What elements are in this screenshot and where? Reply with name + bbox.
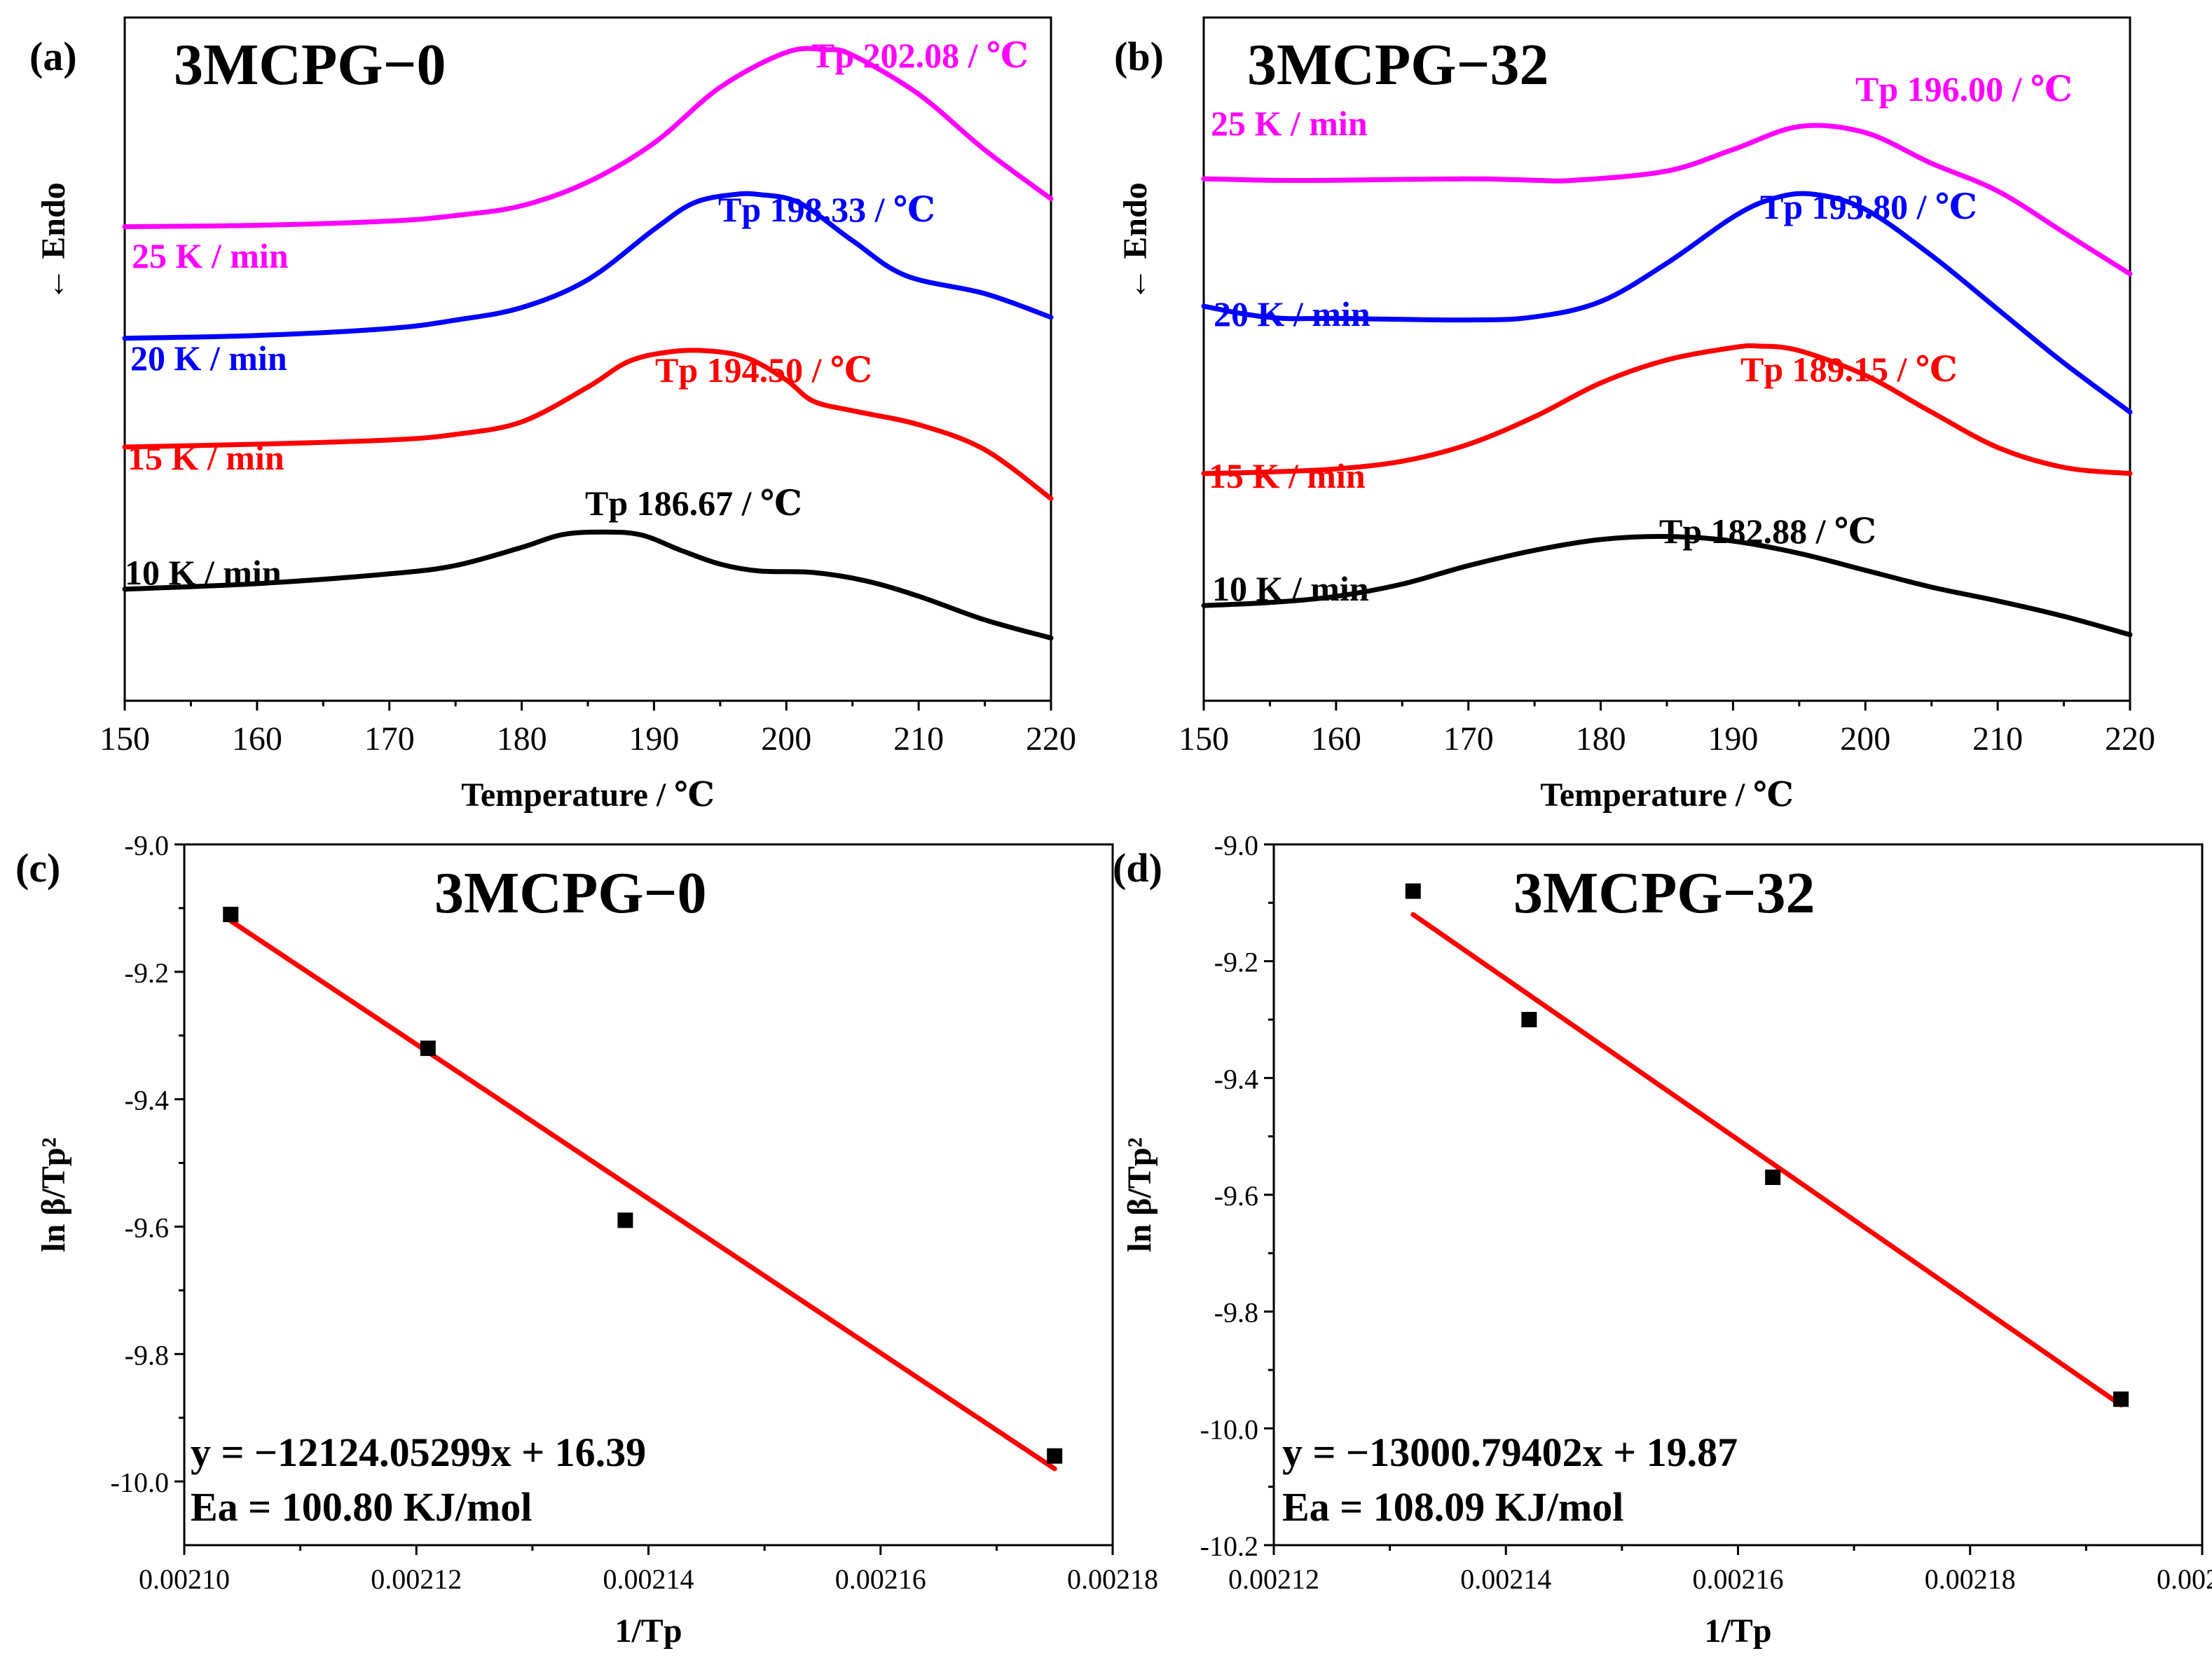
x-tick-label: 170	[364, 720, 415, 758]
y-tick-label: -9.2	[1214, 947, 1258, 978]
y-tick-label: -9.6	[1214, 1180, 1258, 1212]
chart-title: 3MCPG−0	[174, 32, 446, 97]
series-label: 20 K / min	[130, 338, 287, 378]
panel-label: (c)	[15, 845, 60, 891]
x-tick-label: 150	[1179, 720, 1229, 758]
peak-label: Tp 186.67 / ℃	[585, 484, 802, 523]
peak-label: Tp 182.88 / ℃	[1659, 512, 1876, 551]
x-tick-label: 0.00214	[603, 1563, 694, 1595]
series-label: 10 K / min	[125, 553, 282, 592]
panel-a: (a) 3MCPG−0 150 160 170 180 190 200 210 220 Temper…	[29, 16, 1076, 814]
x-tick-label: 0.00216	[835, 1563, 926, 1595]
y-tick-label: -9.8	[125, 1339, 169, 1371]
peak-label: Tp 194.50 / ℃	[655, 350, 872, 390]
x-tick-label: 200	[1840, 720, 1890, 758]
series-label: 25 K / min	[132, 236, 289, 275]
x-tick-label: 200	[761, 720, 811, 758]
peak-label: Tp 198.33 / ℃	[718, 190, 935, 229]
y-tick-label: -9.2	[125, 957, 169, 989]
x-tick-label: 0.00216	[1693, 1563, 1784, 1595]
x-tick-label: 0.00214	[1460, 1563, 1551, 1595]
series-line-15k	[1201, 343, 2133, 477]
x-tick-label: 210	[1972, 720, 2023, 758]
x-tick-label: 180	[497, 720, 547, 758]
series-line-20k	[122, 191, 1054, 341]
data-point	[223, 907, 239, 922]
chart-title: 3MCPG−32	[1513, 861, 1815, 926]
x-axis-label: Temperature / ℃	[1540, 776, 1793, 814]
x-tick-label: 170	[1443, 720, 1494, 758]
peak-label: Tp 202.08 / ℃	[811, 36, 1029, 75]
data-point	[1521, 1012, 1537, 1027]
y-tick-label: -9.6	[125, 1212, 169, 1243]
series-line-15k	[122, 348, 1054, 501]
x-tick-label: 220	[1026, 720, 1076, 758]
panel-d: (d) 3MCPG−32 0.00212 0.00214 0.00216 0.00218 0…	[1113, 830, 2212, 1650]
x-tick-label: 150	[99, 720, 150, 758]
series-label: 15 K / min	[1209, 456, 1366, 495]
y-tick-label: -9.4	[125, 1085, 169, 1116]
x-axis-label: 1/Tp	[614, 1612, 682, 1650]
x-tick-label: 0.00220	[2157, 1563, 2212, 1595]
x-tick-label: 180	[1576, 720, 1626, 758]
x-tick-label: 0.00218	[1925, 1563, 2016, 1595]
x-tick-label: 160	[232, 720, 282, 758]
panel-label: (b)	[1114, 34, 1164, 79]
fit-line	[228, 918, 1057, 1472]
chart-title: 3MCPG−32	[1247, 32, 1548, 97]
panel-label: (d)	[1113, 845, 1162, 891]
data-point	[617, 1212, 633, 1228]
data-point	[420, 1040, 436, 1056]
y-tick-label: -10.0	[111, 1467, 169, 1498]
series-label: 25 K / min	[1211, 104, 1368, 143]
series-label: 15 K / min	[128, 438, 284, 477]
y-axis-label: ← Endo	[35, 182, 72, 301]
series-line-25k	[122, 46, 1054, 229]
data-point	[2113, 1391, 2129, 1407]
x-tick-label: 0.00212	[1228, 1563, 1319, 1595]
y-tick-label: -10.2	[1200, 1530, 1258, 1562]
x-tick-label: 190	[628, 720, 679, 758]
y-tick-label: -10.0	[1200, 1413, 1258, 1445]
y-axis-label: ln β/Tp²	[1121, 1137, 1158, 1252]
peak-label: Tp 189.15 / ℃	[1740, 350, 1958, 389]
y-tick-label: -9.0	[125, 830, 169, 861]
series-line-25k	[1201, 123, 2133, 277]
series-label: 10 K / min	[1212, 569, 1369, 608]
fit-line	[1410, 912, 2124, 1408]
panel-b: (b) 3MCPG−32 150 160 170 180 190 200 210 220 Tempe…	[1114, 16, 2155, 814]
y-axis-label: ln β/Tp²	[35, 1137, 72, 1252]
fit-equation: y = −13000.79402x + 19.87	[1282, 1430, 1738, 1475]
series-line-10k	[1201, 534, 2133, 638]
data-point	[1765, 1170, 1781, 1185]
activation-energy: Ea = 108.09 KJ/mol	[1282, 1484, 1623, 1530]
x-tick-label: 0.00212	[371, 1563, 462, 1595]
y-axis-label: ← Endo	[1117, 182, 1154, 301]
chart-title: 3MCPG−0	[434, 861, 706, 926]
data-point	[1405, 883, 1421, 899]
y-tick-label: -9.0	[1214, 830, 1258, 861]
series-line-20k	[1201, 191, 2133, 415]
x-tick-label: 210	[893, 720, 944, 758]
x-tick-label: 160	[1311, 720, 1361, 758]
activation-energy: Ea = 100.80 KJ/mol	[191, 1484, 532, 1530]
x-tick-label: 190	[1708, 720, 1758, 758]
peak-label: Tp 196.00 / ℃	[1855, 69, 2073, 109]
x-tick-label: 220	[2105, 720, 2155, 758]
x-tick-label: 0.00210	[139, 1563, 230, 1595]
x-axis-label: Temperature / ℃	[461, 776, 714, 814]
y-tick-label: -9.8	[1214, 1297, 1258, 1329]
panel-c: (c) 3MCPG−0 0.00210 0.00212 0.00214 0.00216 0.…	[15, 830, 1158, 1650]
x-axis-label: 1/Tp	[1704, 1612, 1771, 1650]
y-tick-label: -9.4	[1214, 1063, 1258, 1095]
panel-label: (a)	[29, 34, 77, 79]
series-line-10k	[122, 529, 1054, 640]
x-tick-label: 0.00218	[1067, 1563, 1158, 1595]
fit-equation: y = −12124.05299x + 16.39	[191, 1430, 646, 1475]
series-label: 20 K / min	[1214, 294, 1371, 334]
data-point	[1047, 1448, 1063, 1464]
peak-label: Tp 193.80 / ℃	[1760, 187, 1977, 226]
